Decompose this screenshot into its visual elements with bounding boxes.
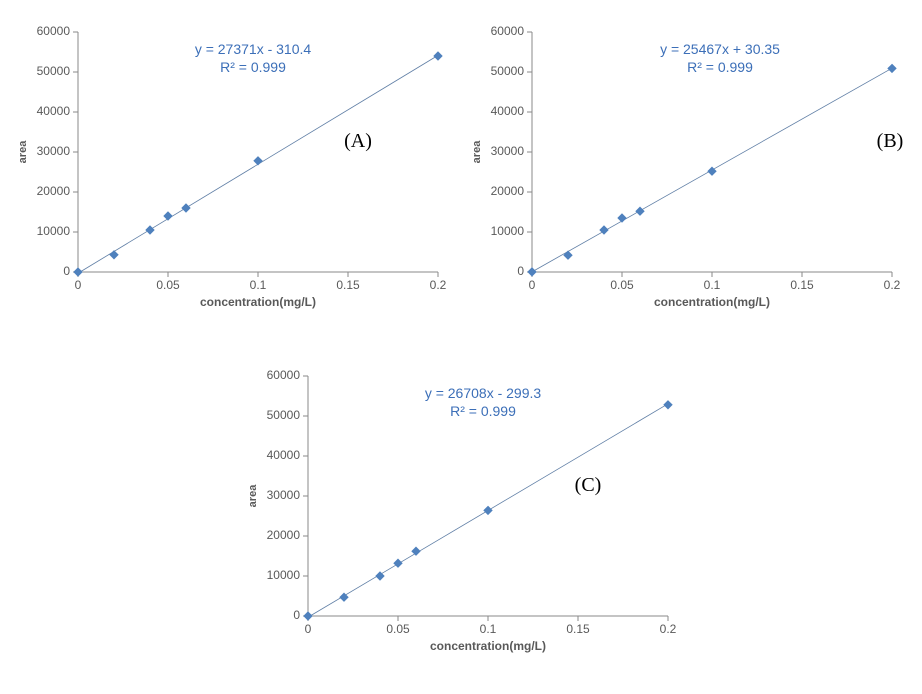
r-squared-value: R² = 0.999	[220, 59, 286, 75]
x-tick-label: 0	[305, 622, 312, 636]
y-tick-label: 30000	[491, 144, 525, 158]
panel-label: (B)	[877, 130, 904, 152]
y-tick-label: 30000	[267, 488, 301, 502]
y-tick-label: 60000	[491, 24, 525, 38]
regression-equation: y = 27371x - 310.4	[195, 41, 312, 57]
y-axis-title: area	[471, 140, 483, 164]
x-tick-label: 0	[529, 278, 536, 292]
panel-label: (A)	[344, 130, 372, 152]
y-tick-label: 0	[293, 608, 300, 622]
y-tick-label: 20000	[491, 184, 525, 198]
x-tick-label: 0.2	[884, 278, 901, 292]
x-tick-label: 0.1	[704, 278, 721, 292]
chart-panel-b: 0 10000 20000 30000 40000 50000 60000 0 0.05 0.1 0…	[462, 12, 908, 324]
y-tick-label: 10000	[267, 568, 301, 582]
y-axis-title: area	[17, 140, 29, 164]
r-squared-value: R² = 0.999	[450, 403, 516, 419]
chart-panel-a: 0 10000 20000 30000 40000 50000 60000 0 0.05 0.1 0…	[8, 12, 454, 324]
x-tick-label: 0	[75, 278, 82, 292]
x-tick-label: 0.15	[566, 622, 590, 636]
y-tick-label: 50000	[37, 64, 71, 78]
x-tick-label: 0.15	[790, 278, 814, 292]
x-tick-label: 0.05	[386, 622, 410, 636]
y-tick-label: 40000	[37, 104, 71, 118]
y-tick-label: 30000	[37, 144, 71, 158]
r-squared-value: R² = 0.999	[687, 59, 753, 75]
y-tick-label: 60000	[267, 368, 301, 382]
x-tick-label: 0.15	[336, 278, 360, 292]
y-tick-label: 50000	[491, 64, 525, 78]
x-tick-label: 0.2	[660, 622, 677, 636]
y-tick-label: 20000	[267, 528, 301, 542]
x-tick-label: 0.05	[156, 278, 180, 292]
regression-equation: y = 26708x - 299.3	[425, 385, 542, 401]
x-tick-label: 0.1	[250, 278, 267, 292]
chart-panel-c: 0 10000 20000 30000 40000 50000 60000 0 0.05 0.1 0…	[238, 356, 684, 668]
y-tick-label: 0	[517, 264, 524, 278]
x-axis-title: concentration(mg/L)	[200, 295, 316, 309]
x-axis-title: concentration(mg/L)	[654, 295, 770, 309]
y-tick-label: 60000	[37, 24, 71, 38]
x-tick-label: 0.2	[430, 278, 447, 292]
y-tick-label: 0	[63, 264, 70, 278]
x-tick-label: 0.1	[480, 622, 497, 636]
x-axis-title: concentration(mg/L)	[430, 639, 546, 653]
x-tick-label: 0.05	[610, 278, 634, 292]
y-tick-label: 10000	[491, 224, 525, 238]
regression-equation: y = 25467x + 30.35	[660, 41, 780, 57]
panel-label: (C)	[575, 474, 602, 496]
y-tick-label: 40000	[491, 104, 525, 118]
y-tick-label: 40000	[267, 448, 301, 462]
y-tick-label: 50000	[267, 408, 301, 422]
y-axis-title: area	[247, 484, 259, 508]
y-tick-label: 10000	[37, 224, 71, 238]
y-tick-label: 20000	[37, 184, 71, 198]
